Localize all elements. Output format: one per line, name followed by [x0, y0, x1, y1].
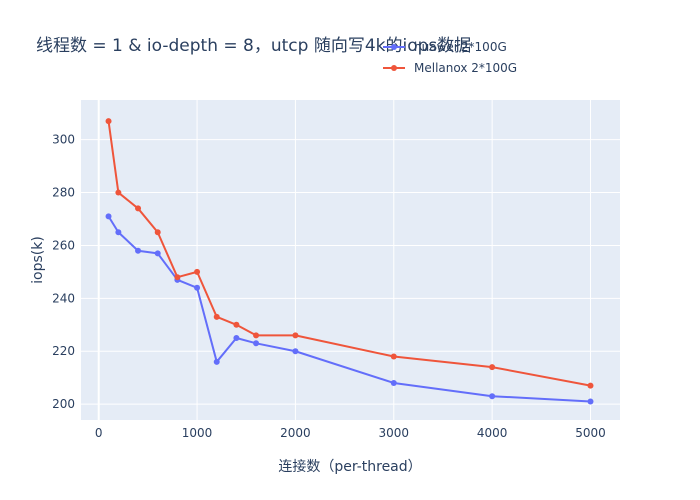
y-tick-label: 260 [52, 238, 75, 252]
data-point-huawei[interactable] [489, 393, 496, 400]
data-point-huawei[interactable] [194, 284, 201, 291]
legend-label-huawei: huawei 2*100G [414, 40, 507, 54]
data-point-huawei[interactable] [115, 229, 122, 236]
series-layer [105, 118, 594, 405]
data-point-huawei[interactable] [213, 358, 220, 365]
y-tick-label: 200 [52, 397, 75, 411]
x-tick-label: 5000 [575, 426, 606, 440]
legend-marker-huawei [391, 44, 397, 50]
data-point-huawei[interactable] [253, 340, 260, 347]
data-point-huawei[interactable] [154, 250, 161, 257]
y-tick-label: 300 [52, 133, 75, 147]
x-tick-labels: 0 1000 2000 3000 4000 5000 [95, 426, 606, 440]
data-point-huawei[interactable] [587, 398, 594, 405]
series-mellanox [105, 118, 594, 389]
data-point-mellanox[interactable] [174, 274, 181, 281]
data-point-mellanox[interactable] [115, 189, 122, 196]
data-point-mellanox[interactable] [587, 382, 594, 389]
y-tick-label: 240 [52, 291, 75, 305]
x-axis-title: 连接数（per-thread） [278, 458, 421, 475]
y-gridlines [81, 139, 620, 405]
y-tick-label: 280 [52, 186, 75, 200]
data-point-mellanox[interactable] [135, 205, 142, 212]
x-tick-label: 2000 [280, 426, 311, 440]
data-point-mellanox[interactable] [154, 229, 161, 236]
x-tick-label: 4000 [477, 426, 508, 440]
x-tick-label: 1000 [182, 426, 213, 440]
legend-label-mellanox: Mellanox 2*100G [414, 61, 517, 75]
data-point-mellanox[interactable] [390, 353, 397, 360]
data-point-huawei[interactable] [105, 213, 112, 220]
legend-item-huawei[interactable]: huawei 2*100G [383, 40, 507, 54]
legend-item-mellanox[interactable]: Mellanox 2*100G [383, 61, 517, 75]
data-point-mellanox[interactable] [253, 332, 260, 339]
data-point-huawei[interactable] [390, 379, 397, 386]
x-tick-label: 0 [95, 426, 103, 440]
y-tick-labels: 200 220 240 260 280 300 [52, 133, 75, 411]
x-tick-label: 3000 [379, 426, 410, 440]
chart-title: 线程数 = 1 & io-depth = 8，utcp 随向写4k的iops数据 [36, 36, 471, 56]
data-point-mellanox[interactable] [213, 313, 220, 320]
data-point-mellanox[interactable] [233, 321, 240, 328]
data-point-huawei[interactable] [233, 335, 240, 342]
legend-marker-mellanox [391, 65, 397, 71]
x-gridlines [97, 100, 591, 420]
data-point-huawei[interactable] [135, 247, 142, 254]
data-point-huawei[interactable] [292, 348, 299, 355]
data-point-mellanox[interactable] [194, 268, 201, 275]
data-point-mellanox[interactable] [489, 364, 496, 371]
y-axis-title: iops(k) [30, 236, 46, 284]
data-point-mellanox[interactable] [292, 332, 299, 339]
y-tick-label: 220 [52, 344, 75, 358]
legend[interactable]: huawei 2*100G Mellanox 2*100G [383, 40, 517, 75]
data-point-mellanox[interactable] [105, 118, 112, 125]
